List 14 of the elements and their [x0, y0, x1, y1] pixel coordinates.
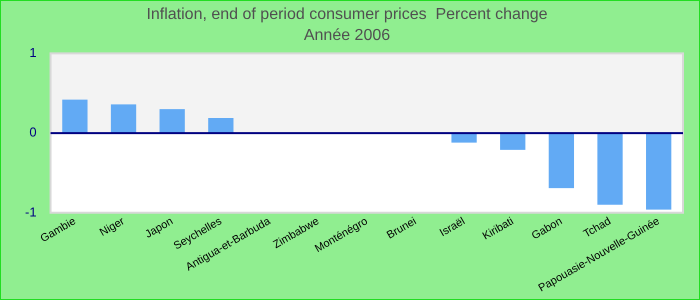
- bar: [208, 118, 234, 134]
- chart-subtitle: Année 2006: [304, 27, 390, 44]
- y-tick-label: 0: [29, 124, 37, 140]
- bar: [500, 133, 526, 150]
- y-tick-label: 1: [29, 44, 37, 60]
- bar: [62, 100, 88, 134]
- bar: [110, 104, 136, 134]
- x-tick-label: Niger: [98, 215, 127, 239]
- y-tick-label: -1: [24, 204, 37, 220]
- bar: [646, 133, 672, 210]
- bar: [548, 133, 574, 188]
- chart-title: Inflation, end of period consumer prices Percent change: [146, 6, 548, 24]
- bar: [160, 109, 185, 134]
- bar: [597, 133, 623, 205]
